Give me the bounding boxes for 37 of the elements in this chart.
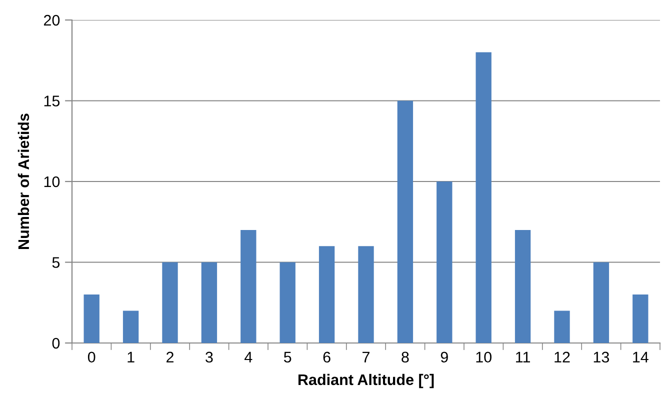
x-tick-label: 10 <box>476 352 492 363</box>
bar <box>201 262 218 343</box>
x-tick-label: 9 <box>440 352 448 363</box>
bar <box>397 100 414 343</box>
bar <box>632 294 648 343</box>
x-tick-label: 6 <box>323 352 330 363</box>
x-tick-label: 4 <box>244 352 252 362</box>
y-tick-label: 15 <box>44 96 60 106</box>
x-tick-label: 12 <box>554 352 570 362</box>
bar <box>318 246 335 343</box>
bar <box>162 262 178 343</box>
x-tick-label: 8 <box>402 352 409 363</box>
y-axis-title: Number of Arietids <box>18 114 30 249</box>
bar <box>514 230 531 343</box>
bar <box>554 310 570 343</box>
bar <box>122 310 139 343</box>
x-tick-label: 3 <box>206 352 213 363</box>
x-tick-label: 2 <box>166 352 174 362</box>
x-tick-label: 7 <box>362 352 370 362</box>
x-tick-label: 14 <box>633 352 648 362</box>
bar <box>240 230 256 343</box>
y-tick-label: 20 <box>44 14 60 26</box>
y-tick-label: 10 <box>44 176 60 188</box>
x-tick-label: 11 <box>516 352 530 362</box>
y-tick-label: 5 <box>52 257 60 268</box>
x-axis-title: Radiant Altitude [°] <box>298 374 434 388</box>
x-tick-label: 13 <box>594 352 610 363</box>
x-tick-label: 1 <box>128 352 134 362</box>
bar <box>84 294 100 343</box>
x-tick-label: 0 <box>88 352 96 363</box>
x-tick-label: 5 <box>284 352 292 363</box>
y-tick-label: 0 <box>52 338 60 349</box>
bar <box>476 52 492 343</box>
bar <box>280 262 296 343</box>
bar <box>358 246 374 343</box>
bar <box>436 182 452 343</box>
bar <box>593 262 610 343</box>
